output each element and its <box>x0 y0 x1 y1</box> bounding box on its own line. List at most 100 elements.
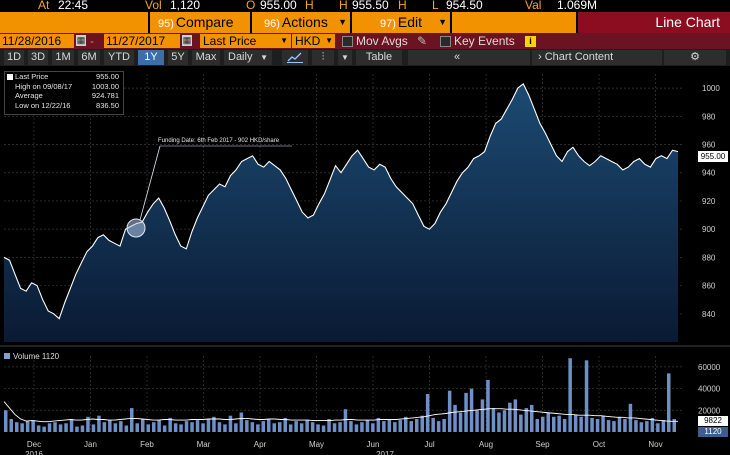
price-tick-label: 860 <box>702 282 716 291</box>
volume-bar <box>217 422 222 432</box>
volume-bar <box>179 424 183 432</box>
bar-type-icon[interactable]: ⫶ <box>312 50 334 65</box>
volume-bar <box>415 419 419 432</box>
settings-gear-icon[interactable]: ⚙ <box>664 50 726 65</box>
volume-bar <box>86 416 90 432</box>
x-month-label: Apr <box>254 440 267 449</box>
volume-bar <box>245 420 249 432</box>
volume-average-line <box>3 401 678 423</box>
table-button[interactable]: Table <box>356 50 402 65</box>
low-label: L <box>432 0 439 12</box>
funding-annotation <box>126 145 292 238</box>
volume-bar <box>119 421 123 432</box>
volume-bar <box>442 419 446 432</box>
actions-button[interactable]: 96) Actions ▼ <box>252 12 350 33</box>
volume-legend-value: 1120 <box>41 352 60 361</box>
date-separator: - <box>90 34 94 48</box>
chart-type-caret-icon[interactable]: ▼ <box>338 50 352 65</box>
volume-bars <box>3 358 678 432</box>
info-icon[interactable]: i <box>525 36 536 47</box>
open-label: O <box>246 0 256 12</box>
key-events-label: Key Events <box>454 34 515 48</box>
price-area <box>3 83 679 343</box>
volume-bar <box>146 424 150 432</box>
legend-box: Last Price 955.00 High on 09/08/17 1003.… <box>4 71 124 115</box>
volume-bar <box>365 420 370 432</box>
collapse-button[interactable]: « <box>408 50 530 65</box>
price-line <box>3 83 679 320</box>
volume-bar <box>234 423 238 432</box>
volume-bar <box>524 408 529 432</box>
legend-high-label: High on 09/08/17 <box>15 81 73 91</box>
currency-value: HKD <box>295 34 321 48</box>
legend-average-value: 924.781 <box>91 91 119 100</box>
volume-bar <box>299 423 304 432</box>
period-5y[interactable]: 5Y <box>168 50 188 65</box>
period-1m[interactable]: 1M <box>52 50 74 65</box>
volume-bar <box>535 419 539 432</box>
volume-bar <box>168 417 172 432</box>
x-month-label: Nov <box>648 440 662 449</box>
period-6m[interactable]: 6M <box>78 50 100 65</box>
volume-bar <box>250 422 255 432</box>
volume-legend: Volume 1120 <box>4 352 59 361</box>
end-calendar-icon[interactable]: ▦ <box>182 35 192 46</box>
volume-bar <box>486 379 490 432</box>
key-events-checkbox[interactable] <box>440 36 451 47</box>
volume-bar <box>20 423 24 432</box>
pencil-icon[interactable]: ✎ <box>417 34 428 48</box>
price-tick-label: 840 <box>702 310 716 319</box>
volume-bar <box>645 421 649 432</box>
volume-bar <box>327 419 331 432</box>
mov-avgs-checkbox[interactable] <box>342 36 353 47</box>
volume-bar <box>617 416 622 432</box>
x-month-label: Jun <box>367 440 380 449</box>
legend-last-price: Last Price 955.00 <box>5 72 123 82</box>
end-date-input[interactable]: 11/27/2017 <box>104 34 180 48</box>
volume-bar <box>184 421 189 432</box>
edit-caret-icon: ▼ <box>438 17 447 27</box>
open-value: 955.00 <box>260 0 297 12</box>
frequency-select[interactable]: Daily ▼ <box>224 50 272 65</box>
volume-bar <box>513 399 518 432</box>
volume-bar <box>201 423 205 432</box>
volume-swatch <box>4 353 10 359</box>
volume-bar <box>595 419 600 432</box>
volume-bar <box>634 420 638 432</box>
compare-button[interactable]: 95) Compare <box>150 12 250 33</box>
period-1d[interactable]: 1D <box>4 50 24 65</box>
volume-bar <box>519 414 523 432</box>
volume-bar <box>157 420 161 432</box>
volume-bar <box>80 425 85 432</box>
price-tick-label: 980 <box>702 112 716 121</box>
period-ytd[interactable]: YTD <box>104 50 134 65</box>
edit-button[interactable]: 97) Edit ▼ <box>352 12 450 33</box>
compare-shortcut: 95) <box>158 18 174 30</box>
chart-content-button[interactable]: › Chart Content <box>532 50 662 65</box>
volume-bar <box>546 412 550 432</box>
volume-bar <box>278 422 282 432</box>
line-chart-icon[interactable] <box>282 50 308 65</box>
period-1y[interactable]: 1Y <box>138 50 164 65</box>
field-value: Last Price <box>203 34 257 48</box>
frequency-caret-icon: ▼ <box>260 53 268 62</box>
x-month-label: Mar <box>197 440 211 449</box>
field-select[interactable]: Last Price ▼ <box>200 34 291 48</box>
currency-select[interactable]: HKD ▼ <box>292 34 335 48</box>
volume-bar <box>584 360 589 432</box>
volume-bar <box>623 419 627 432</box>
period-max[interactable]: Max <box>192 50 220 65</box>
volume-bar <box>97 415 101 432</box>
period-3d[interactable]: 3D <box>28 50 48 65</box>
volume-bar <box>206 419 211 432</box>
volume-bar <box>195 420 200 432</box>
start-date-input[interactable]: 11/28/2016 <box>0 34 74 48</box>
volume-bar <box>42 426 46 432</box>
high-label: H <box>339 0 348 12</box>
at-label: At <box>38 0 50 12</box>
volume-bar <box>530 404 534 432</box>
edit-label: Edit <box>397 14 423 30</box>
start-calendar-icon[interactable]: ▦ <box>76 35 86 46</box>
low-value: 954.50 <box>446 0 483 12</box>
quote-bar: At 22:45 Vol 1,120 O 955.00 H H 955.50 H… <box>0 0 730 12</box>
